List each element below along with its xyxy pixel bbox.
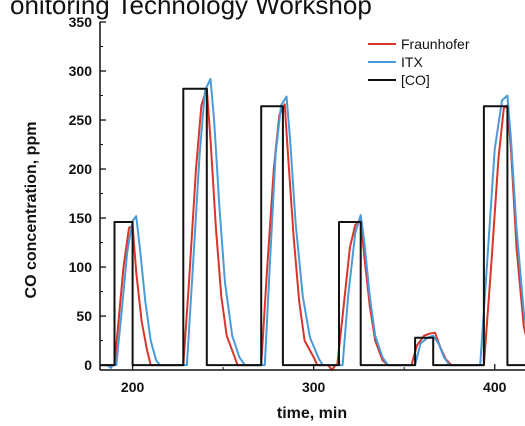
series-line-itx	[100, 77, 525, 369]
legend: Fraunhofer ITX [CO]	[368, 36, 470, 88]
x-tick-label: 400	[483, 379, 507, 395]
legend-label: ITX	[401, 54, 423, 70]
y-tick-label: 300	[69, 63, 93, 79]
x-tick-label: 200	[121, 379, 145, 395]
y-tick-label: 200	[69, 161, 93, 177]
series-layer	[100, 77, 525, 371]
plot-background	[100, 22, 525, 370]
axes-layer: 0 50 100 150 200 250 300 350 200 300 400	[69, 14, 525, 395]
series-line-co	[100, 87, 525, 367]
y-tick-label: 100	[69, 259, 93, 275]
x-tick-label: 300	[302, 379, 326, 395]
y-tick-label: 0	[84, 357, 92, 373]
y-axis-title: CO concentration, ppm	[23, 122, 40, 299]
y-tick-label: 250	[69, 112, 93, 128]
legend-label: Fraunhofer	[401, 36, 470, 52]
y-tick-label: 50	[76, 308, 92, 324]
y-tick-label: 150	[69, 210, 93, 226]
x-axis-title: time, min	[277, 405, 347, 422]
y-tick-label: 350	[69, 14, 93, 30]
page-title: onitoring Technology Workshop	[10, 0, 372, 20]
legend-label: [CO]	[401, 72, 430, 88]
